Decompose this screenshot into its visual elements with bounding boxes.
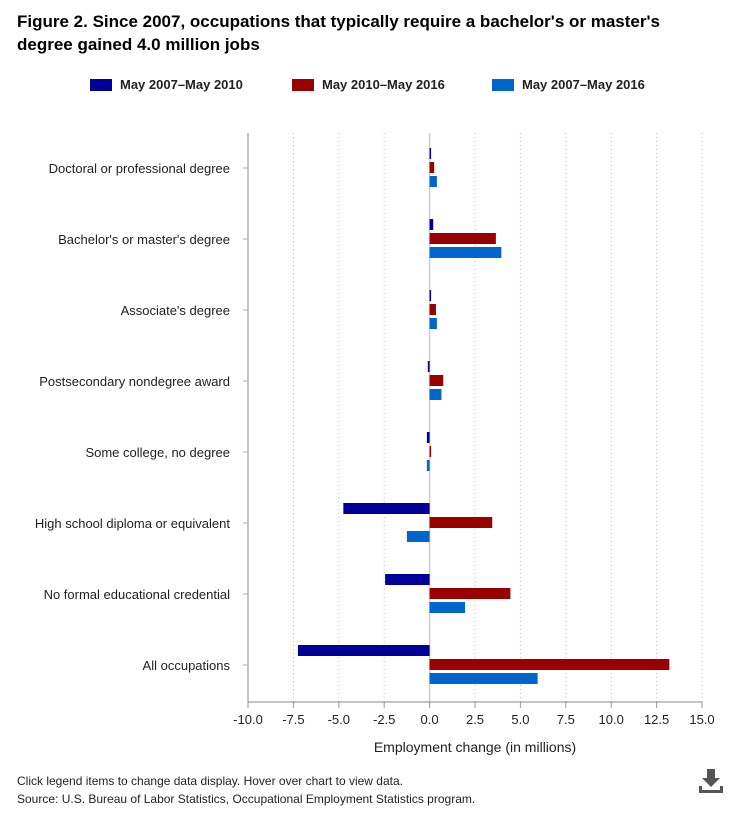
legend-swatch xyxy=(492,78,514,91)
category-label: No formal educational credential xyxy=(44,587,231,602)
x-tick-label: -10.0 xyxy=(233,712,263,727)
bar-3[interactable] xyxy=(429,602,466,613)
x-tick-label: 15.0 xyxy=(689,712,714,727)
bar-3[interactable] xyxy=(406,531,430,542)
bar-2[interactable] xyxy=(429,162,435,173)
bar-1[interactable] xyxy=(429,290,432,301)
legend-label: May 2010–May 2016 xyxy=(322,77,445,92)
bar-3[interactable] xyxy=(426,460,430,471)
bar-1[interactable] xyxy=(429,219,434,230)
x-tick-label: 10.0 xyxy=(599,712,624,727)
bar-1[interactable] xyxy=(385,574,430,585)
bar-3[interactable] xyxy=(429,318,437,329)
legend-item-2010-2016[interactable]: May 2010–May 2016 xyxy=(292,77,445,92)
bar-3[interactable] xyxy=(429,389,442,400)
bar-2[interactable] xyxy=(429,233,496,244)
x-tick-label: 7.5 xyxy=(557,712,575,727)
bar-1[interactable] xyxy=(343,503,430,514)
x-tick-label: 2.5 xyxy=(466,712,484,727)
x-axis-title: Employment change (in millions) xyxy=(374,739,576,755)
bar-2[interactable] xyxy=(429,304,436,315)
x-tick-label: -7.5 xyxy=(282,712,304,727)
legend-swatch xyxy=(292,78,314,91)
chart-title: Figure 2. Since 2007, occupations that t… xyxy=(17,12,660,54)
bar-1[interactable] xyxy=(427,361,430,372)
bar-3[interactable] xyxy=(429,247,502,258)
bar-2[interactable] xyxy=(429,375,444,386)
category-label: Bachelor's or master's degree xyxy=(58,232,230,247)
x-tick-label: -5.0 xyxy=(328,712,350,727)
category-label: Some college, no degree xyxy=(85,445,230,460)
legend-item-2007-2010[interactable]: May 2007–May 2010 xyxy=(90,77,243,92)
x-tick-label: -2.5 xyxy=(373,712,395,727)
category-label: Associate's degree xyxy=(121,303,230,318)
bar-2[interactable] xyxy=(429,446,432,457)
category-label: All occupations xyxy=(143,658,231,673)
bar-2[interactable] xyxy=(429,588,511,599)
bar-2[interactable] xyxy=(429,517,493,528)
bar-3[interactable] xyxy=(429,673,538,684)
x-tick-label: 5.0 xyxy=(511,712,529,727)
x-tick-label: 12.5 xyxy=(644,712,669,727)
x-tick-label: 0.0 xyxy=(421,712,439,727)
category-label: High school diploma or equivalent xyxy=(35,516,231,531)
legend-swatch xyxy=(90,78,112,91)
bar-1[interactable] xyxy=(429,148,432,159)
bar-1[interactable] xyxy=(297,645,430,656)
category-label: Doctoral or professional degree xyxy=(49,161,230,176)
category-label: Postsecondary nondegree award xyxy=(39,374,230,389)
download-icon[interactable] xyxy=(697,767,725,795)
footer-note: Click legend items to change data displa… xyxy=(17,774,403,788)
bar-1[interactable] xyxy=(426,432,430,443)
source-note: Source: U.S. Bureau of Labor Statistics,… xyxy=(17,792,476,806)
bar-2[interactable] xyxy=(429,659,670,670)
bar-3[interactable] xyxy=(429,176,437,187)
legend-label: May 2007–May 2010 xyxy=(120,77,243,92)
legend-item-2007-2016[interactable]: May 2007–May 2016 xyxy=(492,77,645,92)
legend-label: May 2007–May 2016 xyxy=(522,77,645,92)
